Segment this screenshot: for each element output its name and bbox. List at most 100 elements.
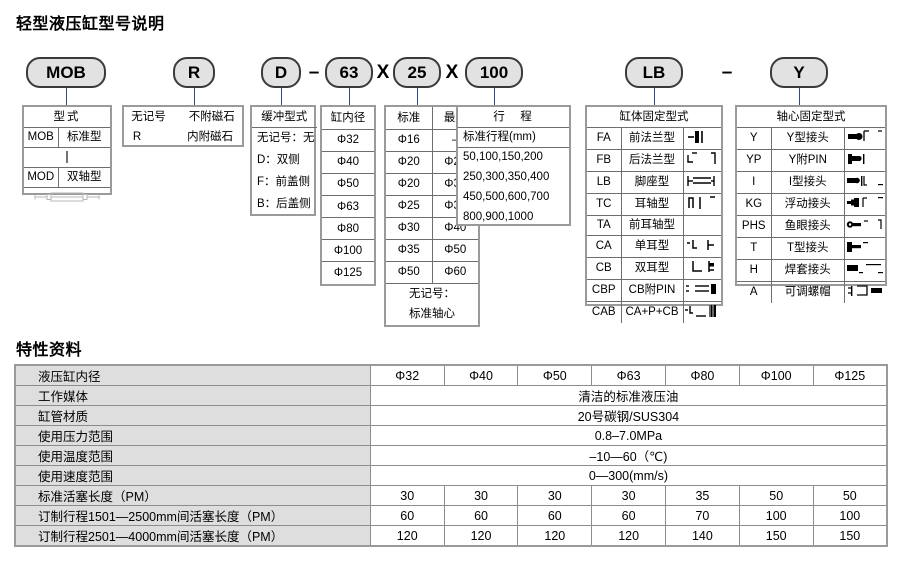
table-row: Φ35 Φ50: [386, 238, 478, 262]
rear-flange-icon: [682, 148, 721, 172]
connector-body-mount: [654, 88, 655, 105]
legend-type-desc-2: 双轴型: [57, 166, 110, 188]
body-mount-pill[interactable]: LB: [625, 57, 683, 88]
legend-magnet-line-0: 无记号 不附磁石: [131, 110, 235, 123]
spec-row-0-value-3: Φ63: [591, 364, 667, 386]
spec-row-8-value-0: 120: [369, 525, 445, 547]
connector-rod-mount: [799, 88, 800, 105]
spec-row-6-value-2: 30: [517, 485, 593, 506]
legend-bore-header: 缸内径: [322, 107, 374, 130]
page-title-spec-data: 特性资料: [16, 342, 83, 359]
legend-rod-mount-desc-3: 浮动接头: [770, 192, 845, 216]
legend-type-code-0: MOB: [24, 126, 59, 148]
magnet-pill[interactable]: R: [173, 57, 215, 88]
table-row: 订制行程1501—2500mm间活塞长度（PM） 60 60 60 60 70 …: [14, 505, 888, 526]
adjust-nut-icon: [844, 280, 885, 303]
legend-body-mount-code-4: TA: [587, 214, 622, 236]
spec-row-label-5: 使用速度范围: [14, 465, 371, 486]
connector-rod: [417, 88, 418, 105]
spec-row-6-value-6: 50: [812, 485, 888, 506]
t-joint-icon: [844, 236, 885, 260]
table-row: PHS 鱼眼接头: [737, 214, 885, 238]
table-row: 缸管材质 20号碳钢/SUS304: [14, 405, 888, 426]
bore-pill-label: 63: [339, 62, 359, 82]
cushion-pill-label: D: [274, 62, 288, 82]
legend-cushion-line-3: B：后盖侧: [257, 197, 311, 210]
spec-row-4-value: –10—60（℃): [369, 445, 888, 466]
clevis-combo-icon: [682, 300, 721, 323]
y-pin-joint-icon: [844, 148, 885, 172]
separator-x-1: X: [376, 62, 390, 83]
legend-rod-mount-code-0: Y: [737, 126, 772, 150]
table-row: Φ50: [322, 172, 374, 197]
page-title-model-code: 轻型液压缸型号说明: [16, 16, 165, 33]
legend-magnet-box: 无记号 不附磁石 R 内附磁石: [122, 105, 244, 147]
type-pill[interactable]: MOB: [26, 57, 106, 88]
front-flange-icon: [682, 126, 721, 150]
legend-stroke-row-1: 250,300,350,400: [463, 170, 550, 183]
legend-rod-mount-code-4: PHS: [737, 214, 772, 238]
legend-rod-std-4: Φ30: [386, 216, 433, 240]
table-row: 250,300,350,400: [458, 167, 569, 187]
legend-rod-mount-code-6: H: [737, 258, 772, 282]
rod-mount-pill[interactable]: Y: [770, 57, 828, 88]
rod-pill[interactable]: 25: [393, 57, 441, 88]
foot-mount-icon: [682, 170, 721, 194]
legend-bore-value-2: Φ50: [322, 172, 374, 197]
legend-body-mount-box: 缸体固定型式 FA 前法兰型 FB 后法兰型 LB 脚座型: [585, 105, 723, 323]
connector-cushion: [281, 88, 282, 105]
legend-type-desc-0: 标准型: [57, 126, 110, 148]
spec-row-6-value-3: 30: [591, 485, 667, 506]
spec-row-label-7: 订制行程1501—2500mm间活塞长度（PM）: [14, 505, 371, 526]
legend-body-mount-desc-3: 耳轴型: [620, 192, 684, 216]
spec-row-2-value: 20号碳钢/SUS304: [369, 405, 888, 426]
legend-body-mount-code-1: FB: [587, 148, 622, 172]
spec-row-0-value-4: Φ80: [665, 364, 740, 386]
table-row: 标准活塞长度（PM） 30 30 30 30 35 50 50: [14, 485, 888, 506]
spec-row-label-8: 订制行程2501—4000mm间活塞长度（PM）: [14, 525, 371, 547]
legend-body-mount-desc-8: CA+P+CB: [620, 300, 684, 323]
table-row: 使用温度范围 –10—60（℃): [14, 445, 888, 466]
table-row: FB 后法兰型: [587, 148, 721, 172]
legend-body-mount-desc-4: 前耳轴型: [620, 214, 684, 236]
rod-mount-pill-label: Y: [793, 62, 805, 82]
weld-joint-icon: [844, 258, 885, 282]
legend-rod-mount-code-1: YP: [737, 148, 772, 172]
table-row: Φ63: [322, 194, 374, 219]
legend-rod-mount-desc-1: Y附PIN: [770, 148, 845, 172]
legend-body-mount-desc-6: 双耳型: [620, 256, 684, 280]
legend-rod-std-2: Φ20: [386, 172, 433, 196]
floating-joint-icon: [844, 192, 885, 216]
spec-row-0-value-2: Φ50: [517, 364, 593, 386]
stroke-pill[interactable]: 100: [465, 57, 523, 88]
spec-row-7-value-0: 60: [369, 505, 445, 526]
legend-body-mount-desc-2: 脚座型: [620, 170, 684, 194]
front-trunnion-icon: [682, 214, 721, 236]
legend-rod-max-5: Φ50: [431, 238, 478, 262]
legend-rod-mount-code-7: A: [737, 280, 772, 303]
spec-row-label-3: 使用压力范围: [14, 425, 371, 446]
spec-row-label-0: 液压缸内径: [14, 364, 371, 386]
i-joint-icon: [844, 170, 885, 194]
table-row: CB 双耳型: [587, 256, 721, 280]
table-row: CAB CA+P+CB: [587, 300, 721, 323]
table-row: I I型接头: [737, 170, 885, 194]
legend-rod-mount-code-5: T: [737, 236, 772, 260]
cushion-pill[interactable]: D: [261, 57, 301, 88]
separator-dash-1: –: [308, 62, 320, 83]
table-row: Φ50 Φ60: [386, 260, 478, 284]
spec-row-8-value-2: 120: [517, 525, 593, 547]
spec-row-1-value: 清洁的标准液压油: [369, 385, 888, 406]
legend-body-mount-code-0: FA: [587, 126, 622, 150]
table-row: YP Y附PIN: [737, 148, 885, 172]
table-row: 800,900,1000: [458, 207, 569, 227]
spec-row-5-value: 0—300(mm/s): [369, 465, 888, 486]
legend-stroke-box: 行 程 标准行程(mm) 50,100,150,200 250,300,350,…: [456, 105, 571, 226]
bore-pill[interactable]: 63: [325, 57, 373, 88]
legend-cushion-line-1: D：双侧: [257, 153, 300, 166]
table-row: Φ20Φ30: [386, 172, 478, 196]
legend-type-art-double: [24, 186, 110, 207]
legend-rod-footer-0: 无记号：: [386, 282, 478, 305]
table-row: 订制行程2501—4000mm间活塞长度（PM） 120 120 120 120…: [14, 525, 888, 547]
table-row: 使用压力范围 0.8–7.0MPa: [14, 425, 888, 446]
